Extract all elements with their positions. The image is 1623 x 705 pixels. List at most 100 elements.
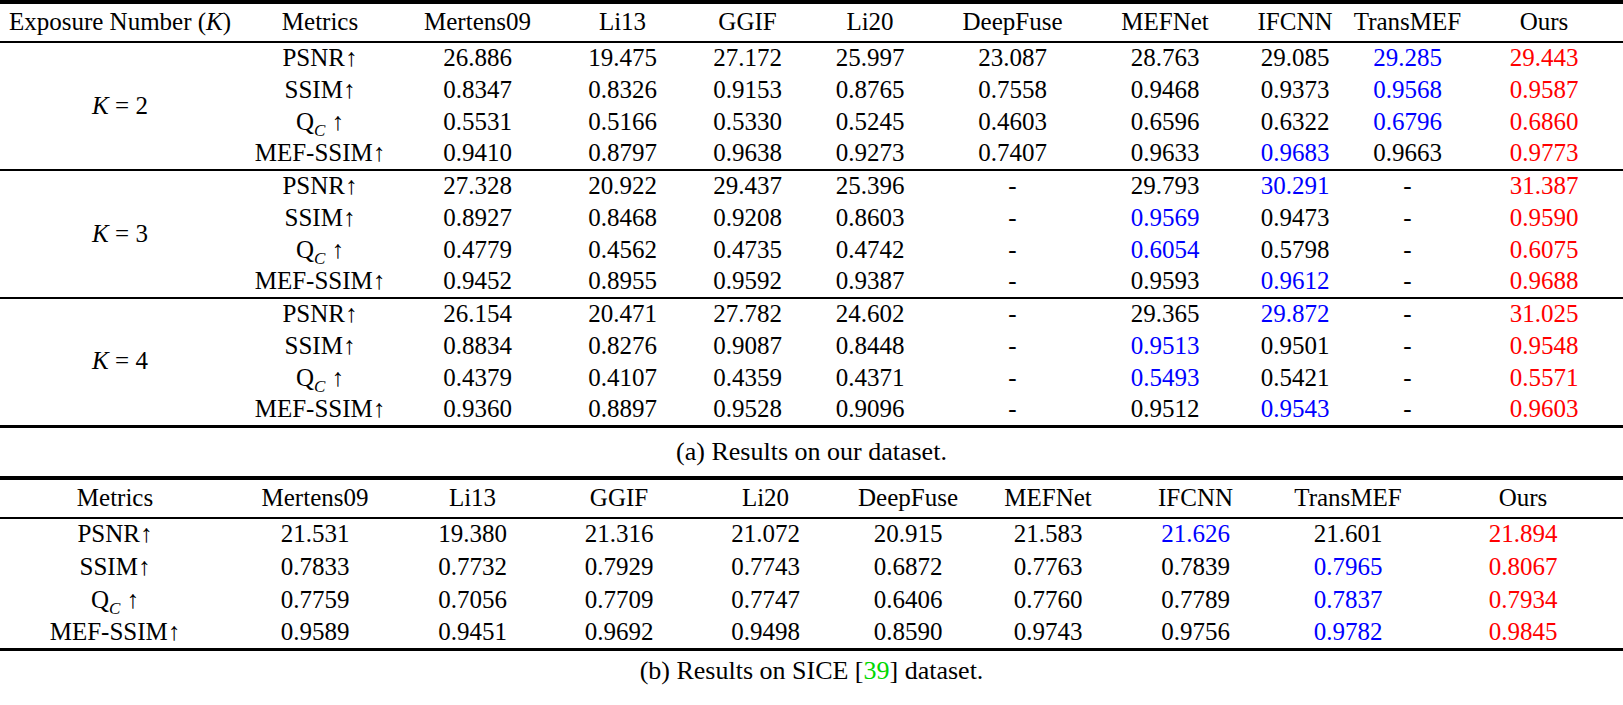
best-value-cell: 0.5571 [1465, 362, 1623, 394]
value-cell: 0.7732 [400, 551, 545, 584]
value-cell: 20.915 [838, 518, 978, 551]
value-cell: 0.4742 [805, 234, 935, 266]
column-header-ggif: GGIF [690, 2, 805, 42]
table-a-caption-text: (a) Results on our dataset. [676, 437, 947, 467]
column-header-deepfuse: DeepFuse [935, 2, 1090, 42]
value-cell: 27.172 [690, 42, 805, 74]
value-cell: 0.9528 [690, 394, 805, 426]
value-cell: 0.9468 [1090, 74, 1240, 106]
value-cell: - [1350, 330, 1465, 362]
table-a-caption: (a) Results on our dataset. [0, 428, 1623, 476]
best-value-cell: 31.025 [1465, 298, 1623, 330]
second-best-value-cell: 30.291 [1240, 170, 1350, 202]
value-cell: 25.997 [805, 42, 935, 74]
value-cell: 21.531 [230, 518, 400, 551]
value-cell: 0.8765 [805, 74, 935, 106]
metric-label: PSNR↑ [240, 170, 400, 202]
second-best-value-cell: 0.9782 [1273, 617, 1423, 650]
value-cell: 0.9756 [1118, 617, 1273, 650]
value-cell: 0.8448 [805, 330, 935, 362]
column-header-mertens09: Mertens09 [230, 478, 400, 518]
table-a-header: Exposure Number (K)MetricsMertens09Li13G… [0, 2, 1623, 42]
value-cell: 0.8326 [555, 74, 690, 106]
best-value-cell: 0.9845 [1423, 617, 1623, 650]
value-cell: 0.7839 [1118, 551, 1273, 584]
best-value-cell: 0.9603 [1465, 394, 1623, 426]
metric-label: SSIM↑ [0, 551, 230, 584]
math-var-k: K [206, 8, 223, 35]
table-b-caption-suffix: ] dataset. [890, 656, 984, 686]
metric-label: SSIM↑ [240, 74, 400, 106]
best-value-cell: 31.387 [1465, 170, 1623, 202]
value-cell: 29.085 [1240, 42, 1350, 74]
value-cell: 29.793 [1090, 170, 1240, 202]
table-a-body: K = 2PSNR↑26.88619.47527.17225.99723.087… [0, 42, 1623, 426]
value-cell: - [935, 330, 1090, 362]
value-cell: - [935, 394, 1090, 426]
table-row: QC ↑0.55310.51660.53300.52450.46030.6596… [0, 106, 1623, 138]
value-cell: 20.922 [555, 170, 690, 202]
value-cell: 0.5166 [555, 106, 690, 138]
table-row: QC ↑0.47790.45620.47350.4742-0.60540.579… [0, 234, 1623, 266]
best-value-cell: 0.6075 [1465, 234, 1623, 266]
value-cell: 0.6872 [838, 551, 978, 584]
value-cell: - [935, 362, 1090, 394]
value-cell: 0.9498 [693, 617, 838, 650]
second-best-value-cell: 0.7837 [1273, 584, 1423, 617]
value-cell: 0.8834 [400, 330, 555, 362]
value-cell: 29.437 [690, 170, 805, 202]
second-best-value-cell: 0.5493 [1090, 362, 1240, 394]
second-best-value-cell: 0.9683 [1240, 138, 1350, 170]
best-value-cell: 0.8067 [1423, 551, 1623, 584]
value-cell: 0.8955 [555, 266, 690, 298]
value-cell: 0.5798 [1240, 234, 1350, 266]
table-row: SSIM↑0.83470.83260.91530.87650.75580.946… [0, 74, 1623, 106]
metric-label: QC ↑ [240, 362, 400, 394]
value-cell: 0.4735 [690, 234, 805, 266]
value-cell: 0.8468 [555, 202, 690, 234]
table-row: SSIM↑0.88340.82760.90870.8448-0.95130.95… [0, 330, 1623, 362]
value-cell: 21.583 [978, 518, 1118, 551]
value-cell: 0.9692 [545, 617, 693, 650]
value-cell: 0.9087 [690, 330, 805, 362]
table-b-header: MetricsMertens09Li13GGIFLi20DeepFuseMEFN… [0, 478, 1623, 518]
metric-label: MEF-SSIM↑ [240, 394, 400, 426]
value-cell: 20.471 [555, 298, 690, 330]
column-header-exposure-number: Exposure Number (K) [0, 2, 240, 42]
second-best-value-cell: 0.9543 [1240, 394, 1350, 426]
value-cell: 0.5421 [1240, 362, 1350, 394]
value-cell: - [935, 170, 1090, 202]
value-cell: - [1350, 202, 1465, 234]
column-header-mertens09: Mertens09 [400, 2, 555, 42]
value-cell: 0.8347 [400, 74, 555, 106]
math-var-k: K [92, 92, 109, 119]
metric-subscript: C [109, 599, 120, 617]
column-header-li13: Li13 [400, 478, 545, 518]
value-cell: 0.4107 [555, 362, 690, 394]
value-cell: 0.8897 [555, 394, 690, 426]
header-row: Exposure Number (K)MetricsMertens09Li13G… [0, 2, 1623, 42]
second-best-value-cell: 21.626 [1118, 518, 1273, 551]
table-row: K = 3PSNR↑27.32820.92229.43725.396-29.79… [0, 170, 1623, 202]
paper-results-figure: Exposure Number (K) MetricsMertens09Li13G… [0, 0, 1623, 690]
column-header-li20: Li20 [693, 478, 838, 518]
metric-subscript: C [314, 249, 325, 266]
value-cell: 0.9153 [690, 74, 805, 106]
exposure-group-label: K = 4 [0, 298, 240, 426]
column-header-ifcnn: IFCNN [1240, 2, 1350, 42]
best-value-cell: 0.7934 [1423, 584, 1623, 617]
value-cell: 0.9501 [1240, 330, 1350, 362]
value-cell: 0.9589 [230, 617, 400, 650]
metric-label: SSIM↑ [240, 202, 400, 234]
value-cell: 26.886 [400, 42, 555, 74]
value-cell: 27.782 [690, 298, 805, 330]
table-row: K = 2PSNR↑26.88619.47527.17225.99723.087… [0, 42, 1623, 74]
value-cell: 0.9743 [978, 617, 1118, 650]
column-header-ours: Ours [1465, 2, 1623, 42]
value-cell: 0.5330 [690, 106, 805, 138]
best-value-cell: 0.9587 [1465, 74, 1623, 106]
table-a-our-dataset: Exposure Number (K)MetricsMertens09Li13G… [0, 0, 1623, 428]
value-cell: - [935, 234, 1090, 266]
value-cell: 0.9452 [400, 266, 555, 298]
value-cell: 0.8603 [805, 202, 935, 234]
